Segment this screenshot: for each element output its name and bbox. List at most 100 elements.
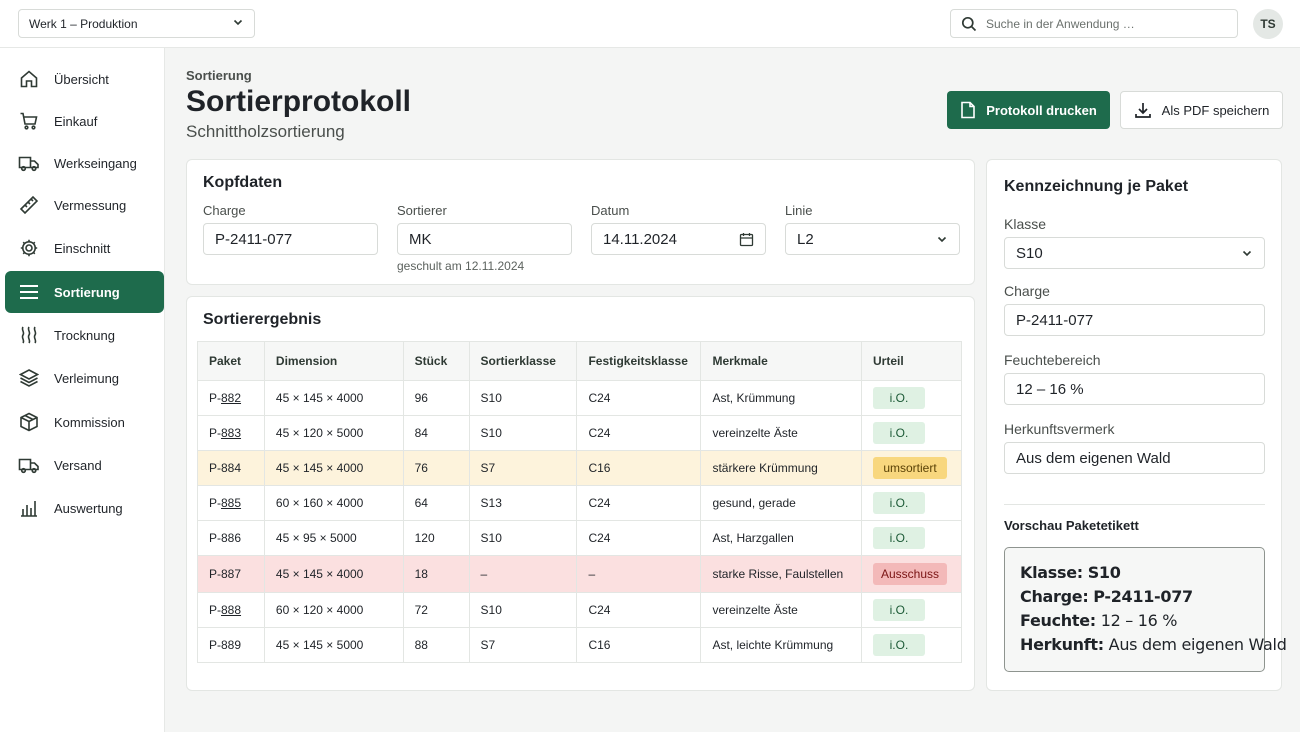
cell-paket: P-889 — [197, 627, 265, 663]
sidebar-item-uebersicht[interactable]: Übersicht — [5, 58, 164, 100]
search-box[interactable] — [950, 9, 1238, 38]
package-id[interactable]: P-882 — [209, 391, 241, 405]
cell-stueck: 96 — [402, 380, 470, 416]
cell-sortierklasse: S10 — [468, 415, 578, 451]
cell-paket: P-888 — [197, 592, 265, 628]
status-badge: i.O. — [872, 634, 925, 656]
package-link[interactable]: 882 — [221, 391, 242, 405]
cell-dimension: 45 × 145 × 4000 — [263, 450, 404, 486]
table-row[interactable]: P-888 60 × 120 × 4000 72 S10 C24 vereinzelte … — [197, 592, 963, 628]
cell-urteil: i.O. — [860, 380, 963, 416]
package-link[interactable]: 888 — [221, 603, 242, 617]
layers-icon — [18, 367, 40, 389]
sidebar-item-label: Trocknung — [54, 327, 115, 343]
table-row[interactable]: P-885 60 × 160 × 4000 64 S13 C24 gesund, gera… — [197, 485, 963, 521]
gear-icon — [18, 237, 40, 259]
divider — [1004, 504, 1265, 505]
klasse-value: S10 — [1016, 244, 1043, 262]
cell-merkmale: vereinzelte Äste — [700, 415, 862, 451]
package-prefix: P- — [209, 567, 221, 581]
table-row[interactable]: P-884 45 × 145 × 4000 76 S7 C16 stärkere Krüm… — [197, 450, 963, 486]
preview-key: Charge: — [1020, 587, 1089, 606]
cell-dimension: 45 × 120 × 5000 — [263, 415, 404, 451]
save-pdf-button[interactable]: Als PDF speichern — [1120, 91, 1283, 129]
klasse-select[interactable]: S10 — [1004, 237, 1265, 269]
cell-stueck: 18 — [402, 555, 470, 593]
preview-value: S10 — [1087, 563, 1121, 582]
sidebar-item-vermessung[interactable]: Vermessung — [5, 184, 164, 226]
table-row[interactable]: P-886 45 × 95 × 5000 120 S10 C24 Ast, Harzgal… — [197, 520, 963, 556]
sidebar-item-einschnitt[interactable]: Einschnitt — [5, 227, 164, 269]
table-row[interactable]: P-887 45 × 145 × 4000 18– – starke Risse, Fa… — [197, 555, 963, 593]
package-id[interactable]: P-883 — [209, 426, 241, 440]
sidebar-item-auswertung[interactable]: Auswertung — [5, 487, 164, 529]
cell-festigkeitsklasse: C24 — [576, 380, 702, 416]
herkunft-input[interactable] — [1016, 449, 1253, 467]
table-row[interactable]: P-889 45 × 145 × 5000 88 S7 C16 Ast, leichte … — [197, 627, 963, 663]
package-id[interactable]: P-885 — [209, 496, 241, 510]
avatar[interactable]: TS — [1253, 9, 1283, 39]
sidebar-item-sortierung[interactable]: Sortierung — [5, 271, 164, 313]
package-id: P-886 — [209, 531, 241, 545]
preview-line-charge: Charge: P-2411-077 — [1020, 585, 1249, 609]
cell-dimension: 60 × 120 × 4000 — [263, 592, 404, 628]
package-id[interactable]: P-888 — [209, 603, 241, 617]
linie-select[interactable]: L2 — [785, 223, 960, 255]
label-charge-field[interactable] — [1004, 304, 1265, 336]
sidebar-item-label: Kommission — [54, 414, 125, 430]
table-header-row: Paket Dimension Stück Sortierklasse Fest… — [197, 341, 963, 381]
feuchte-label: Feuchtebereich — [1004, 352, 1101, 368]
package-prefix: P- — [209, 391, 221, 405]
sidebar-item-verleimung[interactable]: Verleimung — [5, 357, 164, 399]
datum-field[interactable]: 14.11.2024 — [591, 223, 766, 255]
preview-key: Klasse: — [1020, 563, 1083, 582]
cell-paket: P-886 — [197, 520, 265, 556]
feuchte-input[interactable] — [1016, 380, 1253, 398]
label-charge-label: Charge — [1004, 283, 1050, 299]
cell-merkmale: stärkere Krümmung — [700, 450, 862, 486]
cell-sortierklasse: S7 — [468, 627, 578, 663]
chevron-down-icon — [1241, 247, 1253, 259]
sidebar-item-label: Einschnitt — [54, 240, 111, 256]
feuchte-field[interactable] — [1004, 373, 1265, 405]
sidebar-item-werkseingang[interactable]: Werkseingang — [5, 142, 164, 184]
table-row[interactable]: P-882 45 × 145 × 4000 96 S10 C24 Ast, Krümmun… — [197, 380, 963, 416]
sortierer-input[interactable] — [409, 230, 560, 248]
herkunft-field[interactable] — [1004, 442, 1265, 474]
plant-select[interactable]: Werk 1 – Produktion — [18, 9, 255, 38]
sidebar-item-label: Vermessung — [54, 197, 127, 213]
cell-urteil: i.O. — [860, 485, 963, 521]
sortierer-label: Sortierer — [397, 203, 447, 218]
list-icon — [18, 281, 40, 303]
result-table: Paket Dimension Stück Sortierklasse Fest… — [197, 341, 963, 663]
package-prefix: P- — [209, 603, 221, 617]
cell-festigkeitsklasse: C16 — [576, 450, 702, 486]
package-link[interactable]: 883 — [221, 426, 242, 440]
preview-line-herkunft: Herkunft: Aus dem eigenen Wald — [1020, 633, 1287, 657]
sidebar-item-kommission[interactable]: Kommission — [5, 401, 164, 443]
cell-merkmale: gesund, gerade — [700, 485, 862, 521]
cell-sortierklasse: – — [468, 555, 578, 593]
cell-stueck: 88 — [402, 627, 470, 663]
charge-field[interactable] — [203, 223, 378, 255]
status-badge: i.O. — [872, 492, 925, 514]
sidebar-item-einkauf[interactable]: Einkauf — [5, 100, 164, 142]
calendar-icon[interactable] — [739, 232, 754, 247]
sidebar-item-trocknung[interactable]: Trocknung — [5, 314, 164, 356]
cell-urteil: i.O. — [860, 592, 963, 628]
cell-sortierklasse: S10 — [468, 520, 578, 556]
truck-icon — [18, 152, 40, 174]
sidebar-item-versand[interactable]: Versand — [5, 444, 164, 486]
label-charge-input[interactable] — [1016, 311, 1253, 329]
table-row[interactable]: P-883 45 × 120 × 5000 84 S10 C24 vereinzelte … — [197, 415, 963, 451]
sortierer-field[interactable] — [397, 223, 572, 255]
plant-select-value: Werk 1 – Produktion — [29, 16, 138, 31]
charge-input[interactable] — [215, 230, 366, 248]
cell-urteil: i.O. — [860, 520, 963, 556]
package-link[interactable]: 885 — [221, 496, 242, 510]
page-title: Sortierprotokoll — [186, 85, 412, 118]
print-button[interactable]: Protokoll drucken — [947, 91, 1110, 129]
status-badge: i.O. — [872, 527, 925, 549]
cell-stueck: 64 — [402, 485, 470, 521]
search-input[interactable] — [986, 16, 1226, 31]
